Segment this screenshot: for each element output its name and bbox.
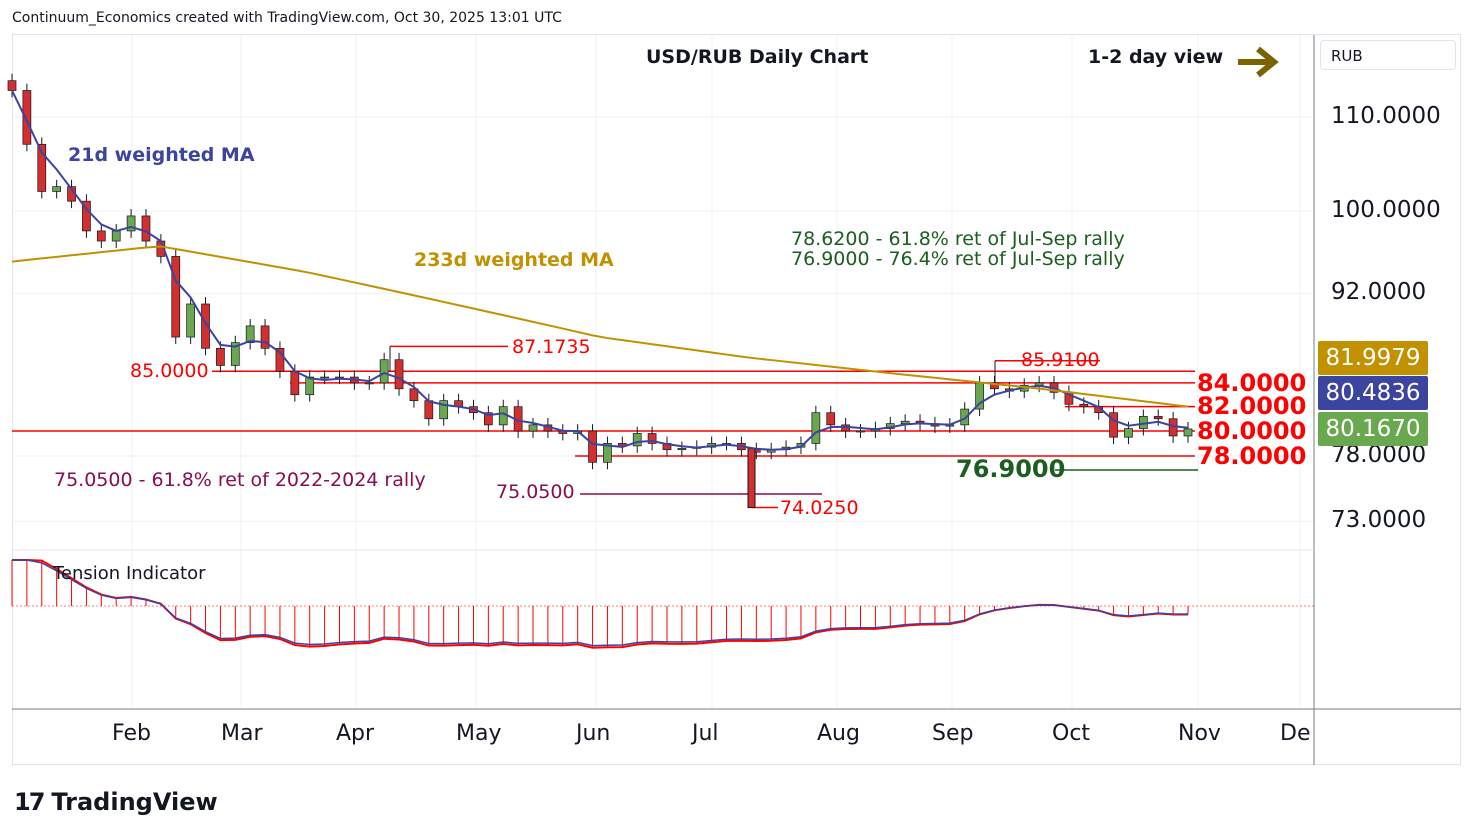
candle-body — [603, 443, 612, 463]
level-82: 82.0000 — [1197, 392, 1307, 420]
x-tick-label: Apr — [336, 721, 375, 746]
candle-body — [588, 430, 597, 463]
level-74-025: 74.0250 — [780, 497, 859, 519]
candle-body — [230, 342, 240, 366]
x-tick-label: Nov — [1178, 721, 1221, 746]
y-tick-label: 100.0000 — [1331, 197, 1441, 223]
candle-body — [82, 200, 91, 232]
candle-body — [990, 382, 999, 390]
indicator-label: Tension Indicator — [53, 563, 206, 584]
level-80: 80.0000 — [1197, 417, 1307, 445]
brand-name: TradingView — [51, 788, 218, 816]
x-tick-label: Jun — [576, 721, 611, 746]
candle-body — [394, 359, 404, 390]
level-85-91: 85.9100 — [1021, 349, 1100, 371]
candle-body — [96, 230, 106, 242]
candle-body — [439, 400, 449, 420]
tradingview-logo[interactable]: 17 TradingView — [14, 788, 218, 816]
candle-body — [201, 303, 210, 349]
candle-body — [216, 347, 225, 366]
candle-body — [528, 424, 538, 432]
fib-annotation-2: 76.9000 - 76.4% ret of Jul-Sep rally — [791, 248, 1125, 270]
candle-body — [1124, 428, 1133, 438]
chart-credit: Continuum_Economics created with Trading… — [12, 10, 562, 26]
candle-body — [677, 448, 687, 451]
ma21-line — [11, 90, 1189, 451]
candle-body — [186, 303, 195, 338]
chart-frame — [12, 34, 1461, 765]
candle-body — [275, 347, 285, 372]
candle-body — [1109, 412, 1118, 438]
candle-body — [747, 447, 756, 509]
candle-body — [811, 412, 821, 444]
candle-body — [245, 325, 255, 344]
level-75-05: 75.0500 — [496, 481, 575, 503]
price-tag: 80.1670 — [1318, 412, 1428, 446]
level-76-9: 76.9000 — [956, 455, 1066, 483]
currency-label[interactable]: RUB — [1320, 40, 1456, 70]
candle-body — [632, 433, 642, 447]
candle-body — [856, 430, 865, 433]
candle-body — [364, 382, 374, 385]
candle-body — [290, 370, 300, 396]
x-tick-label: Oct — [1052, 721, 1091, 746]
x-tick-label: Aug — [817, 721, 860, 746]
candle-body — [52, 186, 62, 192]
level-87-1735: 87.1735 — [512, 336, 591, 358]
candle-body — [22, 90, 32, 145]
candle-body — [37, 143, 47, 192]
tv-logo-icon: 17 — [14, 788, 45, 816]
candle-body — [260, 325, 270, 349]
x-tick-label: Feb — [112, 721, 151, 746]
y-tick-label: 110.0000 — [1331, 103, 1441, 130]
view-label: 1-2 day view — [1088, 46, 1224, 68]
price-tag: 80.4836 — [1318, 376, 1428, 410]
chart-title: USD/RUB Daily Chart — [646, 46, 869, 68]
fib-annotation-3: 75.0500 - 61.8% ret of 2022-2024 rally — [54, 469, 426, 491]
x-tick-label: May — [456, 721, 502, 746]
candle-body — [7, 80, 17, 91]
candle-body — [305, 376, 315, 396]
x-tick-label: Sep — [932, 721, 974, 746]
candle-body — [424, 400, 434, 420]
level-84: 84.0000 — [1197, 369, 1307, 397]
x-tick-label: Mar — [221, 721, 263, 746]
fib-annotation-1: 78.6200 - 61.8% ret of Jul-Sep rally — [791, 228, 1125, 250]
candle-body — [1079, 403, 1089, 408]
ma233-label: 233d weighted MA — [414, 249, 614, 271]
candle-body — [126, 215, 136, 232]
candle-body — [484, 412, 493, 426]
ma21-label: 21d weighted MA — [68, 144, 255, 166]
price-tag: 81.9979 — [1318, 341, 1428, 375]
y-tick-label: 73.0000 — [1331, 507, 1427, 534]
indicator-line-blue — [12, 559, 1189, 647]
ma233-line — [11, 245, 1189, 408]
level-78: 78.0000 — [1197, 442, 1307, 470]
candle-body — [320, 376, 329, 379]
candle-body — [1183, 428, 1193, 437]
candle-body — [171, 256, 181, 338]
x-tick-label: Jul — [692, 721, 719, 746]
candle-body — [409, 388, 419, 402]
arrow-right-icon — [1236, 44, 1282, 84]
candle-body — [826, 412, 836, 426]
level-85: 85.0000 — [130, 360, 209, 382]
y-tick-label: 78.0000 — [1331, 441, 1427, 468]
candle-body — [111, 230, 121, 242]
x-tick-label: De — [1280, 721, 1311, 746]
y-tick-label: 92.0000 — [1331, 279, 1427, 306]
candle-body — [1153, 415, 1163, 420]
candle-body — [647, 433, 657, 444]
candle-body — [141, 215, 151, 242]
candle-body — [960, 408, 970, 426]
candle-body — [379, 359, 389, 384]
